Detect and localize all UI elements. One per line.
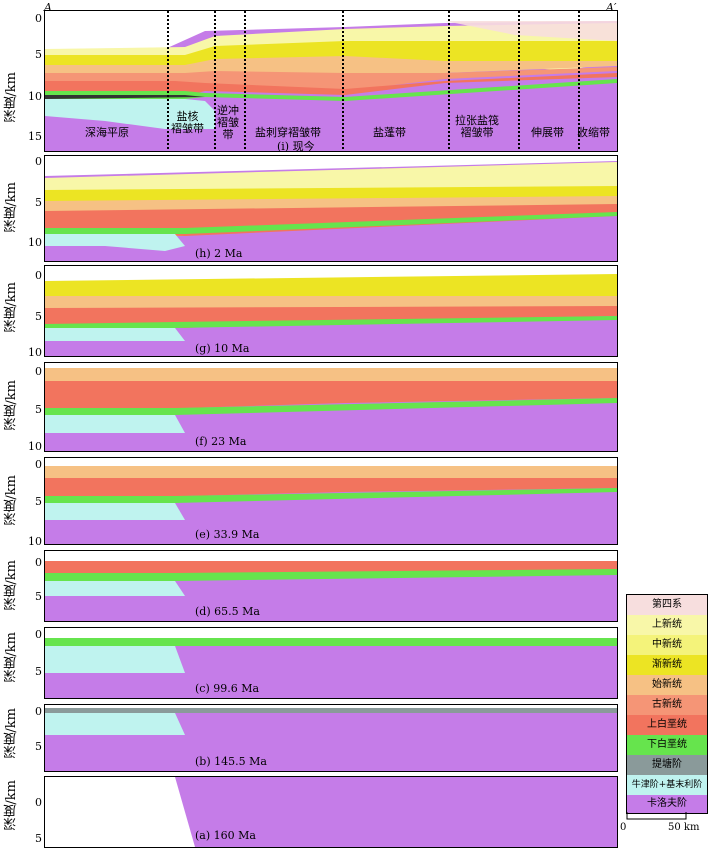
tick-label: 0 xyxy=(35,796,42,809)
panel-33-9ma: (e) 33.9 Ma xyxy=(44,457,618,545)
legend-item-oligocene: 渐新统 xyxy=(627,655,707,676)
panel-65-5ma: (d) 65.5 Ma xyxy=(44,550,618,622)
panel-title: (h) 2 Ma xyxy=(195,247,243,260)
y-axis-label: 深度/km xyxy=(4,560,19,611)
legend-item-oxfordian-kimmeridgian: 牛津阶+基末利阶 xyxy=(627,775,707,796)
panel-145-5ma: (b) 145.5 Ma xyxy=(44,704,618,772)
tick-label: 10 xyxy=(28,346,42,359)
profile-end-right: A′ xyxy=(606,1,617,14)
y-axis-label: 深度/km xyxy=(4,72,19,123)
section-160ma xyxy=(175,777,617,847)
tick-label: 5 xyxy=(35,740,42,753)
scale-start: 0 xyxy=(620,822,627,833)
tick-label: 0 xyxy=(35,365,42,378)
section-99-6ma xyxy=(45,638,617,698)
section-65-5ma xyxy=(45,561,617,621)
tick-label: 10 xyxy=(28,90,42,103)
y-axis-label: 深度/km xyxy=(4,780,19,831)
tick-label: 0 xyxy=(35,556,42,569)
profile-end-left: A xyxy=(44,1,52,14)
tick-label: 5 xyxy=(35,495,42,508)
y-axis-label: 深度/km xyxy=(4,475,19,526)
panel-title: (c) 99.6 Ma xyxy=(195,682,260,695)
panel-title: (b) 145.5 Ma xyxy=(195,755,267,768)
zone-raft-fold: 拉张盐筏 褶皱带 xyxy=(455,114,499,139)
tick-label: 0 xyxy=(35,12,42,25)
tick-label: 10 xyxy=(28,535,42,548)
legend-item-upper-cretaceous: 上白垩统 xyxy=(627,715,707,736)
y-axis-label: 深度/km xyxy=(4,380,19,431)
scale-end: 50 km xyxy=(668,822,700,833)
zone-thrust-fold: 逆冲 褶皱 带 xyxy=(217,104,239,141)
zone-salt-core-fold: 盐核 褶皱带 xyxy=(171,110,204,135)
tick-label: 5 xyxy=(35,403,42,416)
zone-abyssal-plain: 深海平原 xyxy=(85,126,129,139)
panel-title: (f) 23 Ma xyxy=(195,435,247,448)
tick-label: 5 xyxy=(35,665,42,678)
panel-title: (e) 33.9 Ma xyxy=(195,528,260,541)
tick-label: 5 xyxy=(35,590,42,603)
tick-label: 0 xyxy=(35,705,42,718)
zone-contraction: 收缩带 xyxy=(577,126,610,139)
legend-item-callovian: 卡洛夫阶 xyxy=(627,795,707,813)
legend-item-quaternary: 第四系 xyxy=(627,595,707,616)
legend-item-tithonian: 提塘阶 xyxy=(627,755,707,776)
tick-label: 10 xyxy=(28,236,42,249)
tick-label: 5 xyxy=(35,832,42,845)
tick-label: 15 xyxy=(28,130,42,143)
y-axis-label: 深度/km xyxy=(4,708,19,759)
panel-title: (i) 现今 xyxy=(277,140,315,152)
tick-label: 5 xyxy=(35,310,42,323)
tick-label: 0 xyxy=(35,269,42,282)
panel-99-6ma: (c) 99.6 Ma xyxy=(44,627,618,699)
tick-label: 5 xyxy=(35,196,42,209)
tick-label: 0 xyxy=(35,628,42,641)
legend-item-pliocene: 上新统 xyxy=(627,615,707,636)
y-axis-label: 深度/km xyxy=(4,282,19,333)
panel-title: (g) 10 Ma xyxy=(195,342,250,355)
scale-bar xyxy=(626,812,706,820)
y-axis-label: 深度/km xyxy=(4,632,19,683)
section-145-5ma xyxy=(45,708,617,771)
legend-item-lower-cretaceous: 下白垩统 xyxy=(627,735,707,756)
legend: 第四系 上新统 中新统 渐新统 始新统 古新统 上白垩统 下白垩统 提塘阶 牛津… xyxy=(626,594,708,814)
legend-item-paleocene: 古新统 xyxy=(627,695,707,716)
tick-label: 10 xyxy=(28,440,42,453)
zone-extension: 伸展带 xyxy=(531,126,564,139)
panel-160ma: (a) 160 Ma xyxy=(44,776,618,848)
legend-item-miocene: 中新统 xyxy=(627,635,707,656)
panel-23ma: (f) 23 Ma xyxy=(44,362,618,452)
tick-label: 5 xyxy=(35,48,42,61)
zone-salt-canopy: 盐蓬带 xyxy=(373,126,406,139)
panel-title: (d) 65.5 Ma xyxy=(195,605,260,618)
y-axis-label: 深度/km xyxy=(4,182,19,233)
panel-10ma: (g) 10 Ma xyxy=(44,265,618,357)
panel-present: 深海平原 盐核 褶皱带 逆冲 褶皱 带 盐刺穿褶皱带 盐蓬带 拉张盐筏 褶皱带 … xyxy=(44,10,618,152)
section-10ma xyxy=(45,274,617,356)
panel-title: (a) 160 Ma xyxy=(195,829,256,842)
section-present xyxy=(45,11,617,151)
section-33-9ma xyxy=(45,466,617,544)
zone-diapir-fold: 盐刺穿褶皱带 xyxy=(255,126,321,139)
tick-label: 0 xyxy=(35,155,42,168)
section-23ma xyxy=(45,368,617,451)
panel-2ma: (h) 2 Ma xyxy=(44,155,618,262)
legend-item-eocene: 始新统 xyxy=(627,675,707,696)
tick-label: 0 xyxy=(35,458,42,471)
section-2ma xyxy=(45,161,617,261)
